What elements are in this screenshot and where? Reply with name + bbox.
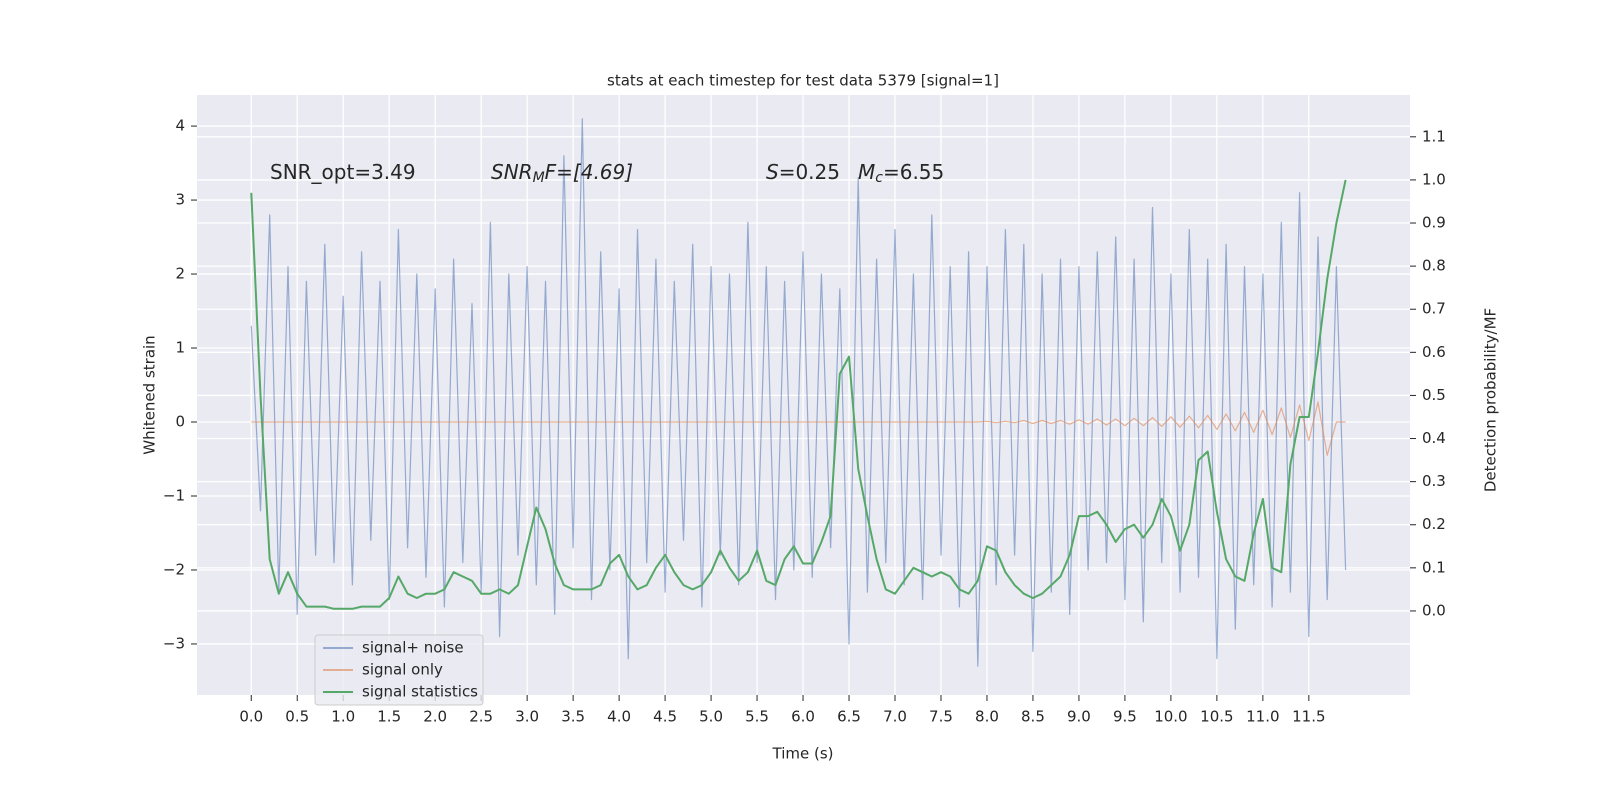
annotation-part: S [766,160,779,184]
x-tick-label: 4.0 [607,708,631,726]
annotation-part: =0.25 [779,160,840,184]
annotation-part: =6.55 [883,160,944,184]
x-tick-label: 10.0 [1154,708,1187,726]
y2-tick-label: 0.5 [1422,386,1446,404]
y-tick-label: −1 [163,486,185,504]
annotation-part: c [875,170,883,186]
x-tick-label: 9.5 [1113,708,1137,726]
legend-label: signal+ noise [362,639,464,657]
x-tick-label: 6.0 [791,708,815,726]
annotation: SNRMF=[4.69] [491,160,633,187]
y2-tick-label: 1.0 [1422,170,1446,188]
x-tick-label: 6.5 [837,708,861,726]
x-tick-label: 7.5 [929,708,953,726]
y2-tick-label: 0.0 [1422,601,1446,619]
y2-tick-label: 0.3 [1422,472,1446,490]
x-tick-label: 1.0 [331,708,355,726]
y-tick-label: −3 [163,634,185,652]
x-tick-label: 3.0 [515,708,539,726]
x-tick-label: 8.5 [1021,708,1045,726]
annotation-part: M [858,160,875,184]
y2-axis-label: Detection probability/MF [1482,308,1500,492]
y-tick-label: 2 [175,265,185,283]
y2-tick-label: 0.2 [1422,515,1446,533]
y-tick-label: 3 [175,191,185,209]
y-tick-label: 1 [175,339,185,357]
y-tick-label: 4 [175,117,185,135]
legend-label: signal statistics [362,683,478,701]
y-axis-label: Whitened strain [141,335,159,454]
series-line [250,118,1347,667]
y-tick-label: −2 [163,560,185,578]
x-tick-label: 0.5 [285,708,309,726]
x-tick-label: 11.0 [1246,708,1279,726]
y-tick-label: 0 [175,413,185,431]
annotation-part: F=[4.69] [545,160,633,184]
x-tick-label: 5.5 [745,708,769,726]
annotation-part: M [533,170,545,186]
annotation: Mc=6.55 [858,160,944,187]
annotation-part: SNR_opt=3.49 [270,160,416,184]
x-tick-label: 2.5 [469,708,493,726]
x-tick-label: 9.0 [1067,708,1091,726]
y2-tick-label: 0.4 [1422,429,1446,447]
y2-tick-label: 0.7 [1422,300,1446,318]
x-tick-label: 8.0 [975,708,999,726]
x-axis-label: Time (s) [772,745,834,763]
x-tick-label: 11.5 [1292,708,1325,726]
y2-tick-label: 0.8 [1422,257,1446,275]
series-line [250,179,1347,610]
annotation: S=0.25 [766,160,840,184]
x-tick-label: 3.5 [561,708,585,726]
y2-tick-label: 0.1 [1422,558,1446,576]
x-tick-label: 0.0 [239,708,263,726]
x-tick-label: 10.5 [1200,708,1233,726]
x-tick-label: 5.0 [699,708,723,726]
series-line [251,401,1346,456]
chart-title: stats at each timestep for test data 537… [607,72,999,90]
annotation: SNR_opt=3.49 [270,160,416,184]
y2-tick-label: 1.1 [1422,127,1446,145]
x-tick-label: 1.5 [377,708,401,726]
x-tick-label: 7.0 [883,708,907,726]
y2-tick-label: 0.9 [1422,214,1446,232]
legend-box [314,634,484,706]
y2-tick-label: 0.6 [1422,343,1446,361]
annotation-part: SNR [491,160,533,184]
x-tick-label: 2.0 [423,708,447,726]
x-tick-label: 4.5 [653,708,677,726]
legend-label: signal only [362,661,443,679]
